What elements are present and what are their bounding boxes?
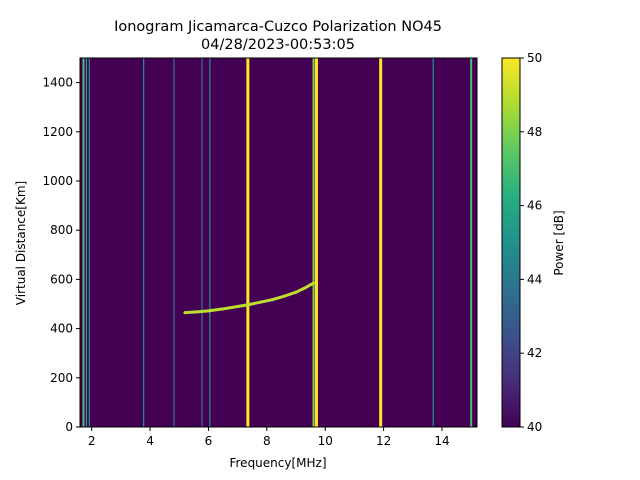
x-axis: 2 4 6 8 10 12 14 bbox=[88, 427, 450, 448]
colorbar-tick-label: 50 bbox=[527, 51, 542, 65]
x-tick-label: 8 bbox=[263, 434, 271, 448]
interference-line-6 bbox=[209, 58, 211, 427]
y-tick-label: 1200 bbox=[42, 125, 73, 139]
colorbar-tick-label: 40 bbox=[527, 420, 542, 434]
trace-point-8 bbox=[282, 294, 286, 298]
heatmap-background bbox=[80, 58, 477, 427]
colorbar-tick-label: 42 bbox=[527, 346, 542, 360]
plot-area bbox=[79, 57, 478, 428]
trace-point-4 bbox=[236, 304, 240, 308]
interference-line-4 bbox=[173, 58, 175, 427]
interference-line-8 bbox=[312, 58, 315, 427]
trace-point-10 bbox=[303, 286, 307, 290]
plot-frame bbox=[79, 57, 478, 428]
colorbar-tick-label: 46 bbox=[527, 199, 542, 213]
interference-line-1 bbox=[85, 58, 88, 427]
trace-point-2 bbox=[206, 309, 210, 313]
x-tick-label: 2 bbox=[88, 434, 96, 448]
trace-point-1 bbox=[195, 310, 199, 314]
chart-subtitle: 04/28/2023-00:53:05 bbox=[201, 37, 355, 53]
colorbar-tick-label: 48 bbox=[527, 125, 542, 139]
x-tick-label: 14 bbox=[434, 434, 449, 448]
y-tick-label: 600 bbox=[50, 272, 73, 286]
trace-point-3 bbox=[221, 307, 225, 311]
trace-point-9 bbox=[294, 290, 298, 294]
colorbar-label: Power [dB] bbox=[552, 210, 566, 275]
trace-point-6 bbox=[259, 300, 263, 304]
x-tick-label: 6 bbox=[205, 434, 213, 448]
interference-line-11 bbox=[432, 58, 434, 427]
y-tick-label: 1400 bbox=[42, 76, 73, 90]
x-tick-label: 12 bbox=[376, 434, 391, 448]
interference-line-2 bbox=[88, 58, 90, 427]
interference-line-10 bbox=[379, 58, 383, 427]
colorbar-gradient bbox=[501, 57, 521, 428]
interference-line-5 bbox=[201, 58, 203, 427]
trace-point-5 bbox=[247, 302, 251, 306]
trace-point-7 bbox=[271, 298, 275, 302]
interference-line-9 bbox=[314, 58, 318, 427]
y-tick-label: 200 bbox=[50, 371, 73, 385]
interference-line-3 bbox=[143, 58, 145, 427]
y-tick-label: 0 bbox=[65, 420, 73, 434]
interference-line-7 bbox=[246, 58, 250, 427]
y-axis-label: Virtual Distance[Km] bbox=[14, 181, 28, 305]
trace-point-11 bbox=[312, 281, 316, 285]
y-tick-label: 400 bbox=[50, 322, 73, 336]
chart-title: Ionogram Jicamarca-Cuzco Polarization NO… bbox=[114, 19, 442, 35]
y-tick-label: 1000 bbox=[42, 174, 73, 188]
x-axis-label: Frequency[MHz] bbox=[229, 456, 326, 470]
x-tick-label: 4 bbox=[146, 434, 154, 448]
interference-line-12 bbox=[470, 58, 473, 427]
colorbar-tick-label: 44 bbox=[527, 272, 542, 286]
y-axis: 0 200 400 600 800 1000 1200 1400 bbox=[42, 76, 80, 434]
trace-point-0 bbox=[183, 311, 187, 315]
y-tick-label: 800 bbox=[50, 223, 73, 237]
interference-line-0 bbox=[82, 58, 85, 427]
x-tick-label: 10 bbox=[318, 434, 333, 448]
ionospheric-trace bbox=[183, 281, 316, 315]
colorbar: 40 42 44 46 48 50 Power [dB] bbox=[501, 51, 566, 434]
